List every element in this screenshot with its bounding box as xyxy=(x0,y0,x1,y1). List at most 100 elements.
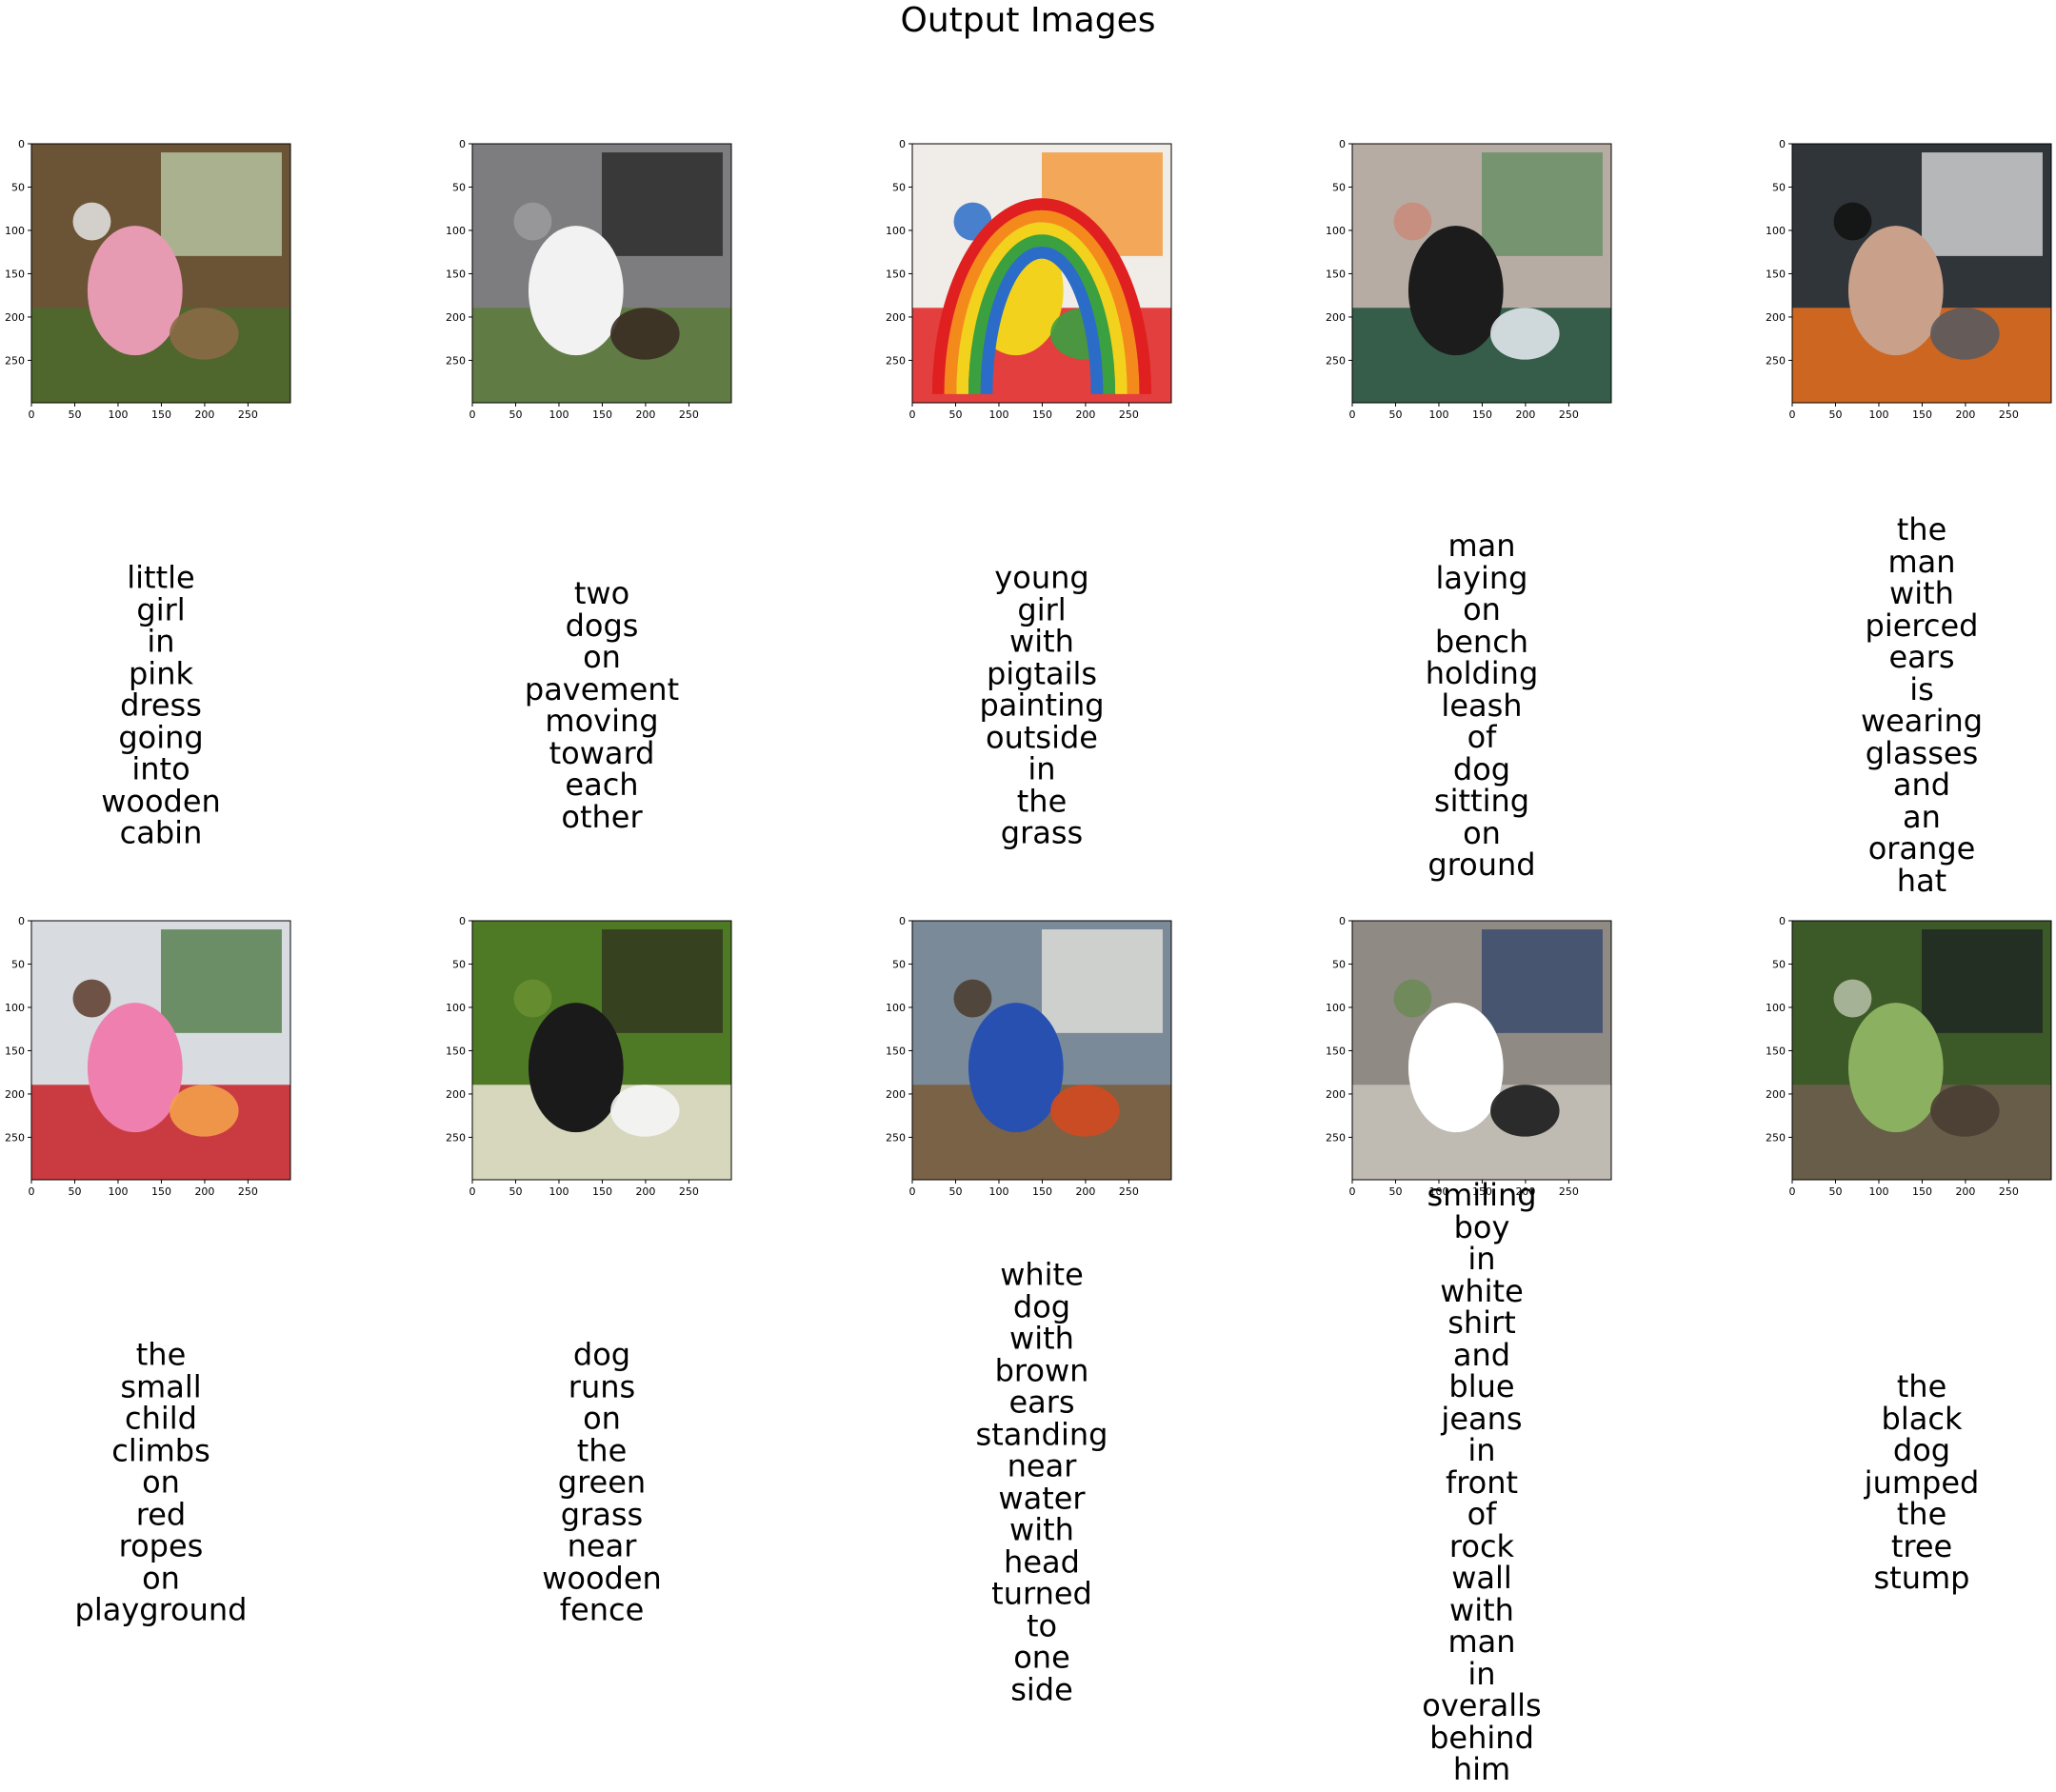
caption-word: outside xyxy=(986,718,1098,755)
x-tick-label: 200 xyxy=(635,408,655,421)
caption-word: jumped xyxy=(1864,1463,1980,1501)
caption-word: smiling xyxy=(1427,1176,1537,1213)
x-tick-label: 100 xyxy=(1428,408,1448,421)
panel-two-dogs-pavement: 0 0 50 50 100 100 150 150 200 200 250 250 xyxy=(434,134,741,429)
caption-word: leash xyxy=(1441,687,1523,724)
y-tick-label: 200 xyxy=(5,311,25,324)
photo-two-dogs-pavement xyxy=(472,144,731,403)
caption-word: near xyxy=(567,1527,637,1564)
panel-man-bench-dog: 0 0 50 50 100 100 150 150 200 200 250 250 xyxy=(1314,134,1621,429)
caption-word: ground xyxy=(1427,846,1536,883)
y-tick-label: 250 xyxy=(1766,1131,1786,1144)
thumbnail-child-ropes: 0 0 50 50 100 100 150 150 200 200 250 250 xyxy=(5,915,291,1198)
x-tick-label: 0 xyxy=(1349,408,1356,421)
caption-word: the xyxy=(135,1336,187,1373)
thumbnail-rainbow-painting: 0 0 50 50 100 100 150 150 200 200 250 250 xyxy=(886,138,1172,421)
y-tick-label: 100 xyxy=(886,1002,906,1014)
x-tick-label: 150 xyxy=(592,408,612,421)
y-tick-label: 150 xyxy=(1326,1045,1346,1057)
caption-word: sitting xyxy=(1433,782,1530,819)
caption-word: ears xyxy=(1008,1384,1075,1421)
caption-word: tree xyxy=(1890,1527,1953,1564)
x-tick-label: 150 xyxy=(1032,408,1052,421)
x-tick-label: 150 xyxy=(592,1185,612,1198)
y-tick-label: 0 xyxy=(18,915,25,927)
caption-word: dog xyxy=(1012,1288,1071,1324)
caption-word: dog xyxy=(1892,1431,1951,1468)
y-tick-label: 200 xyxy=(446,311,466,324)
caption-word: ropes xyxy=(118,1527,204,1564)
caption-girl-cabin: little girl in pink dress going into wooden cabi… xyxy=(47,562,275,849)
caption-word: hat xyxy=(1896,862,1947,899)
y-tick-label: 150 xyxy=(446,268,466,280)
x-tick-label: 0 xyxy=(469,408,476,421)
caption-word: pigtails xyxy=(986,654,1098,691)
caption-word: wooden xyxy=(101,782,221,819)
y-tick-label: 50 xyxy=(892,181,906,193)
y-tick-label: 200 xyxy=(886,1088,906,1101)
caption-rainbow-painting: young girl with pigtails painting outside in th… xyxy=(928,562,1156,849)
x-tick-label: 200 xyxy=(1075,408,1095,421)
panel-black-dog-stump: 0 0 50 50 100 100 150 150 200 200 250 250 xyxy=(1754,911,2056,1206)
thumbnail-boy-rock-wall: 0 0 50 50 100 100 150 150 200 200 250 250 xyxy=(1326,915,1612,1198)
x-tick-label: 0 xyxy=(1789,408,1796,421)
y-tick-label: 50 xyxy=(1332,958,1346,970)
thumbnail-man-bench-dog: 0 0 50 50 100 100 150 150 200 200 250 250 xyxy=(1326,138,1612,421)
caption-word: into xyxy=(131,750,190,787)
caption-word: him xyxy=(1452,1750,1511,1787)
y-tick-label: 250 xyxy=(1326,1131,1346,1144)
caption-word: near xyxy=(1007,1447,1077,1484)
caption-word: wall xyxy=(1451,1559,1512,1596)
caption-word: moving xyxy=(545,703,659,739)
x-tick-label: 150 xyxy=(1912,1185,1932,1198)
caption-word: girl xyxy=(1017,590,1067,627)
caption-word: with xyxy=(1009,1511,1074,1548)
figure-title: Output Images xyxy=(900,1,1156,40)
photo-dog-grass-fence xyxy=(472,921,731,1180)
x-tick-label: 200 xyxy=(1955,408,1975,421)
x-tick-label: 250 xyxy=(1119,1185,1139,1198)
y-tick-label: 50 xyxy=(11,958,25,970)
y-tick-label: 0 xyxy=(1339,915,1346,927)
x-tick-label: 0 xyxy=(29,1185,35,1198)
x-tick-label: 0 xyxy=(1349,1185,1356,1198)
y-tick-label: 150 xyxy=(1766,1045,1786,1057)
caption-word: brown xyxy=(994,1352,1089,1388)
caption-word: toward xyxy=(549,734,655,771)
caption-word: in xyxy=(1028,750,1056,787)
caption-word: dogs xyxy=(565,607,639,644)
x-tick-label: 50 xyxy=(509,1185,522,1198)
caption-word: little xyxy=(127,559,195,596)
caption-word: and xyxy=(1892,767,1951,803)
y-tick-label: 150 xyxy=(886,1045,906,1057)
caption-man-orange-hat: the man with pierced ears is wearing glasses and… xyxy=(1807,513,2036,899)
x-tick-label: 150 xyxy=(151,1185,171,1198)
x-tick-label: 250 xyxy=(679,1185,699,1198)
caption-word: child xyxy=(125,1400,197,1437)
x-tick-label: 50 xyxy=(1828,1185,1842,1198)
caption-word: girl xyxy=(136,590,186,627)
y-tick-label: 150 xyxy=(886,268,906,280)
caption-word: and xyxy=(1452,1336,1511,1373)
x-tick-label: 0 xyxy=(1789,1185,1796,1198)
x-tick-label: 200 xyxy=(194,408,214,421)
caption-word: red xyxy=(135,1495,187,1532)
photo-rainbow-painting xyxy=(912,144,1171,403)
caption-word: head xyxy=(1004,1543,1080,1580)
caption-word: to xyxy=(1026,1607,1058,1643)
caption-white-dog-water: white dog with brown ears standing near water wi… xyxy=(928,1259,1156,1706)
y-tick-label: 250 xyxy=(1326,354,1346,367)
caption-word: pink xyxy=(128,654,193,691)
x-tick-label: 150 xyxy=(1912,408,1932,421)
caption-word: ears xyxy=(1888,639,1955,675)
caption-word: is xyxy=(1909,670,1934,707)
caption-word: on xyxy=(583,1400,621,1437)
caption-word: rock xyxy=(1448,1527,1515,1564)
y-tick-label: 50 xyxy=(452,181,466,193)
caption-word: young xyxy=(994,559,1089,596)
thumbnail-girl-cabin: 0 0 50 50 100 100 150 150 200 200 250 250 xyxy=(5,138,291,421)
x-tick-label: 0 xyxy=(469,1185,476,1198)
caption-word: on xyxy=(1463,590,1501,627)
x-tick-label: 250 xyxy=(1999,1185,2019,1198)
caption-dog-grass-fence: dog runs on the green grass near wooden fence xyxy=(488,1339,716,1626)
